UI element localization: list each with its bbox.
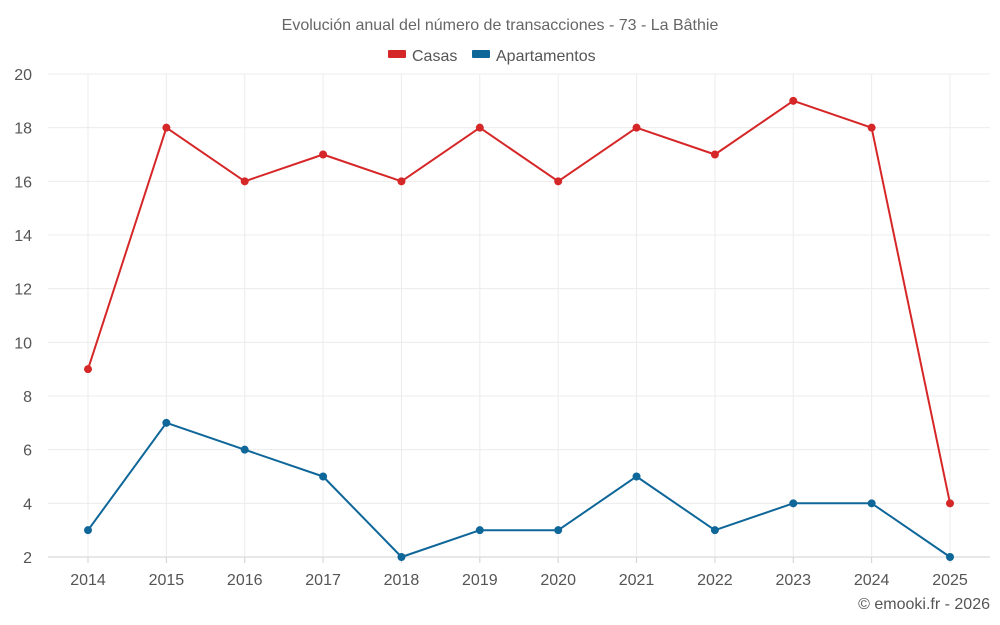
data-point-apartamentos[interactable]	[84, 526, 92, 535]
data-point-apartamentos[interactable]	[475, 526, 484, 535]
x-tick-label: 2023	[775, 572, 811, 589]
data-point-casas[interactable]	[867, 123, 876, 132]
data-point-apartamentos[interactable]	[789, 499, 798, 508]
data-point-casas[interactable]	[946, 499, 954, 508]
x-tick-label: 2025	[932, 572, 968, 589]
data-point-casas[interactable]	[84, 365, 92, 374]
x-tick-label: 2024	[854, 572, 890, 589]
series-group	[84, 96, 954, 561]
x-tick-label: 2018	[384, 572, 420, 589]
gridlines	[48, 73, 990, 558]
y-tick-label: 20	[14, 67, 32, 84]
data-point-casas[interactable]	[710, 150, 719, 159]
data-point-apartamentos[interactable]	[867, 499, 876, 508]
y-tick-label: 2	[23, 550, 32, 567]
x-tick-label: 2016	[227, 572, 263, 589]
x-tick-label: 2022	[697, 572, 733, 589]
legend-label-casas: Casas	[412, 48, 457, 65]
data-point-apartamentos[interactable]	[162, 418, 171, 427]
legend-label-apartamentos: Apartamentos	[496, 48, 596, 65]
series-line-casas	[87, 99, 951, 504]
y-tick-label: 14	[14, 228, 32, 245]
x-tick-label: 2017	[305, 572, 341, 589]
x-tick-label: 2019	[462, 572, 498, 589]
data-point-apartamentos[interactable]	[554, 526, 563, 535]
data-point-apartamentos[interactable]	[319, 472, 328, 481]
data-point-casas[interactable]	[554, 177, 563, 186]
y-tick-label: 16	[14, 174, 32, 191]
data-point-apartamentos[interactable]	[710, 526, 719, 535]
x-tick-label: 2015	[149, 572, 185, 589]
credit-text: © emooki.fr - 2026	[858, 596, 990, 613]
chart-title: Evolución anual del número de transaccio…	[282, 17, 719, 34]
series-line-apartamentos	[87, 421, 951, 558]
legend-swatch-casas	[388, 50, 406, 58]
legend[interactable]: Casas Apartamentos	[388, 48, 596, 65]
x-tick-label: 2020	[540, 572, 576, 589]
y-tick-label: 6	[23, 443, 32, 460]
data-point-casas[interactable]	[632, 123, 641, 132]
x-axis: 2014 2015 2016 2017 2018 2019 2020 2021 2022 2023…	[70, 557, 968, 589]
data-point-casas[interactable]	[789, 96, 798, 105]
legend-swatch-apartamentos	[472, 50, 490, 58]
x-tick-label: 2021	[619, 572, 655, 589]
x-tick-label: 2014	[70, 572, 106, 589]
data-point-apartamentos[interactable]	[240, 445, 249, 454]
y-tick-label: 10	[14, 335, 32, 352]
y-tick-label: 8	[23, 389, 32, 406]
legend-item-apartamentos[interactable]: Apartamentos	[472, 48, 596, 65]
data-point-apartamentos[interactable]	[632, 472, 641, 481]
legend-item-casas[interactable]: Casas	[388, 48, 457, 65]
y-tick-label: 18	[14, 121, 32, 138]
data-point-casas[interactable]	[397, 177, 406, 186]
data-point-casas[interactable]	[319, 150, 328, 159]
data-point-apartamentos[interactable]	[397, 553, 406, 561]
y-axis: 2 4 6 8 10 12 14 16 18 20	[14, 67, 32, 567]
data-point-apartamentos[interactable]	[946, 553, 954, 561]
data-point-casas[interactable]	[240, 177, 249, 186]
data-point-casas[interactable]	[162, 123, 171, 132]
data-point-casas[interactable]	[475, 123, 484, 132]
y-tick-label: 4	[23, 496, 32, 513]
y-tick-label: 12	[14, 282, 32, 299]
